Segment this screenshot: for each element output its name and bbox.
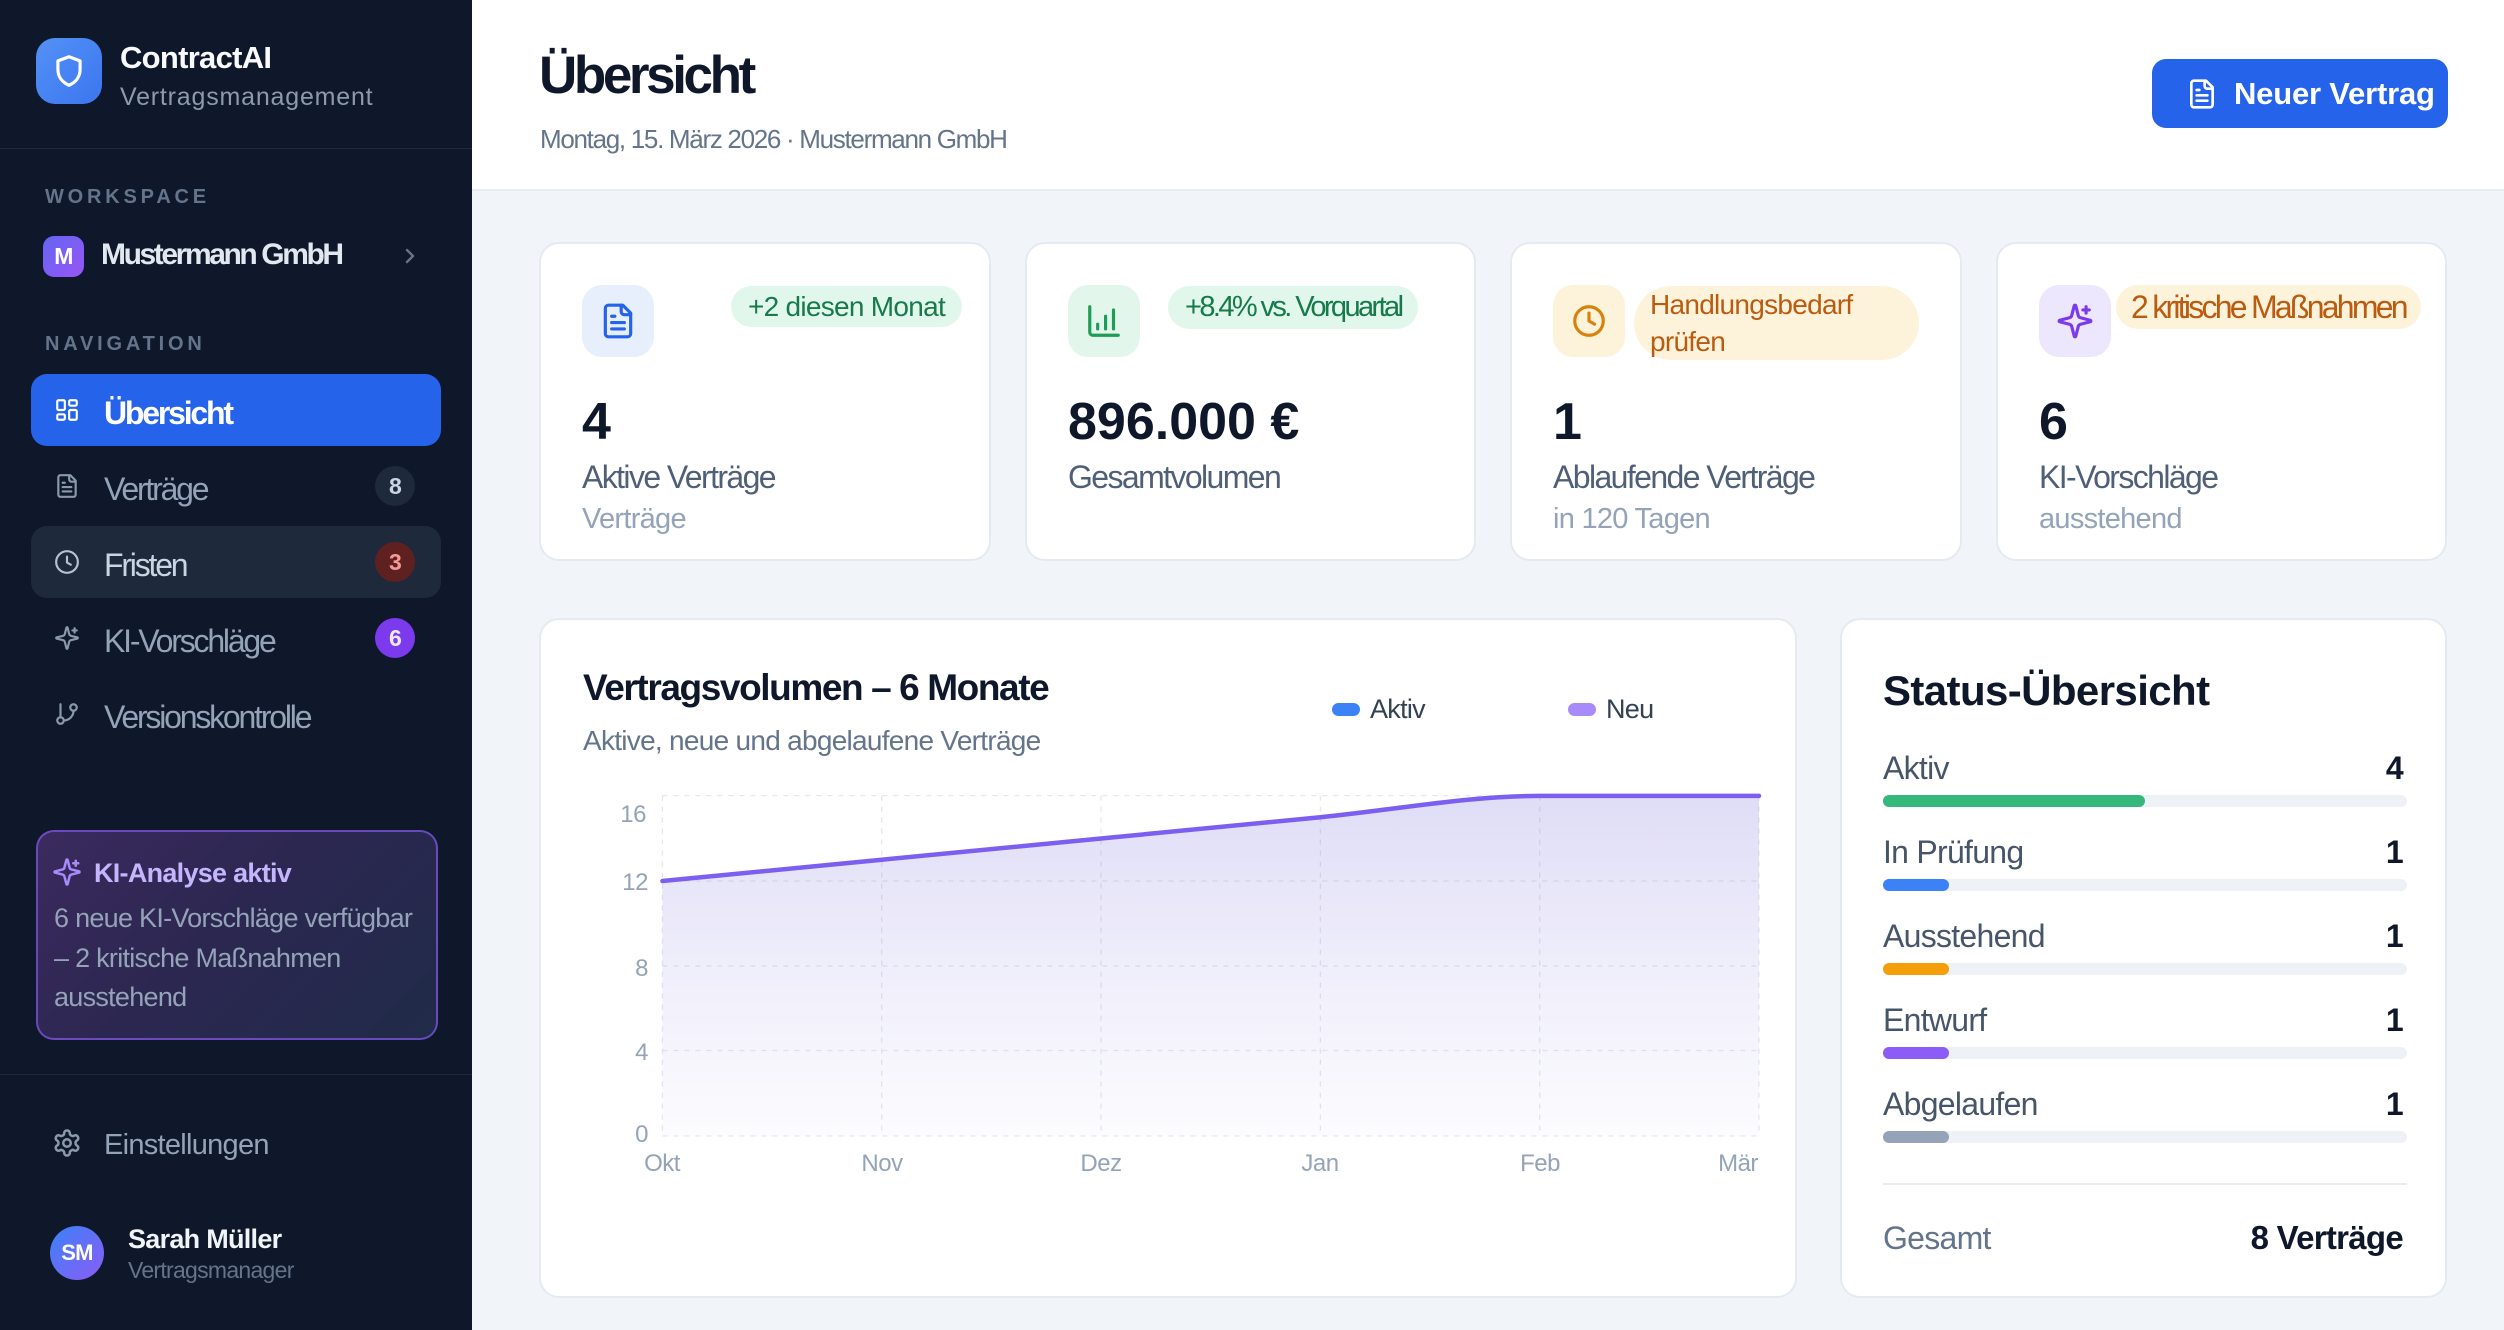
svg-text:Feb: Feb	[1520, 1150, 1560, 1177]
svg-text:Jan: Jan	[1301, 1150, 1338, 1177]
svg-text:Dez: Dez	[1080, 1150, 1121, 1177]
svg-text:16: 16	[620, 801, 646, 828]
svg-text:Okt: Okt	[644, 1150, 681, 1177]
svg-text:Nov: Nov	[861, 1150, 903, 1177]
svg-text:Mär: Mär	[1718, 1150, 1758, 1177]
svg-text:0: 0	[635, 1121, 648, 1148]
svg-text:8: 8	[635, 955, 648, 982]
svg-text:4: 4	[635, 1039, 648, 1066]
svg-text:12: 12	[622, 869, 648, 896]
